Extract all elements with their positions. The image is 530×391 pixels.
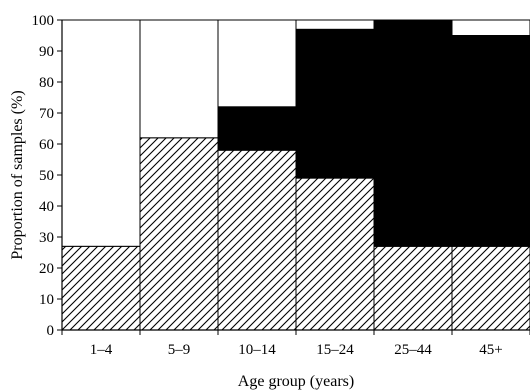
bar-segment-1-6 [451, 245, 530, 331]
x-tick-label: 1–4 [90, 342, 113, 358]
y-tick-label: 30 [39, 230, 54, 246]
y-tick-label: 70 [39, 106, 54, 122]
bar-segment-3-6 [451, 19, 530, 36]
bar-segment-3-4 [295, 19, 375, 30]
axes: 0 10 20 30 40 50 60 70 80 90 100 1–4 5–9 10–14 15–24 25… [32, 13, 530, 358]
y-tick-label: 50 [39, 168, 54, 184]
x-tick-label: 15–24 [316, 342, 354, 358]
bar-segment-1-4 [295, 177, 375, 331]
y-tick-label: 20 [39, 261, 54, 277]
bar-group [61, 19, 530, 331]
bar-segment-2-5 [373, 19, 453, 247]
bar-segment-1-1 [61, 245, 141, 331]
bar-segment-3-1 [61, 19, 141, 247]
y-tick-label: 0 [47, 323, 55, 339]
bar-segment-1-5 [373, 245, 453, 331]
y-tick-label: 10 [39, 292, 54, 308]
y-tick-label: 90 [39, 44, 54, 60]
x-tick-label: 45+ [479, 342, 502, 358]
x-tick-label: 25–44 [394, 342, 432, 358]
y-tick-label: 40 [39, 199, 54, 215]
bar-segment-3-3 [217, 19, 297, 108]
bar-segment-2-6 [451, 35, 530, 247]
x-tick-label: 10–14 [238, 342, 276, 358]
bar-segment-3-2 [139, 19, 219, 139]
x-axis-title: Age group (years) [238, 373, 354, 390]
y-tick-label: 80 [39, 75, 54, 91]
bar-segment-2-3 [217, 106, 297, 151]
y-axis-title: Proportion of samples (%) [9, 90, 26, 259]
x-tick-label: 5–9 [168, 342, 191, 358]
y-tick-label: 100 [32, 13, 55, 29]
bar-segment-1-2 [139, 137, 219, 331]
y-tick-label: 60 [39, 137, 54, 153]
bar-segment-1-3 [217, 149, 297, 331]
bar-segment-2-4 [295, 28, 375, 179]
